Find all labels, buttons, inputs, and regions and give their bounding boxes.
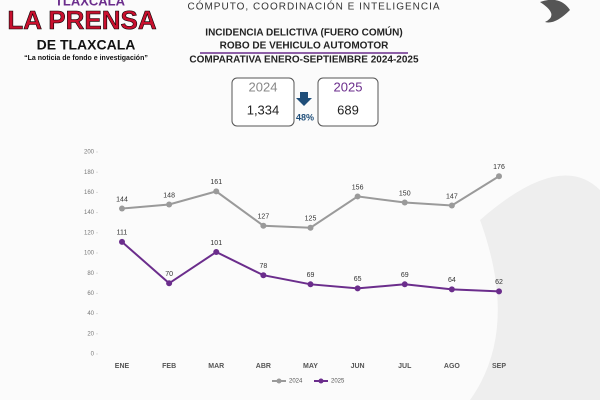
point — [401, 281, 408, 288]
summary-total: 1,334 — [247, 102, 280, 117]
x-tick-label: ABR — [256, 363, 271, 370]
x-tick-label: ENE — [115, 363, 130, 370]
data-label: 147 — [446, 193, 458, 200]
title-line: ROBO DE VEHICULO AUTOMOTOR — [220, 41, 389, 52]
point — [307, 224, 314, 231]
point — [213, 248, 220, 255]
point — [448, 202, 455, 209]
summary-year: 2025 — [334, 79, 363, 94]
change: 48% — [296, 112, 314, 122]
data-label: 144 — [116, 196, 128, 203]
x-tick-label: JUN — [351, 363, 365, 370]
data-label: 65 — [354, 276, 362, 283]
legend-swatch — [276, 378, 282, 384]
point — [401, 199, 408, 206]
data-label: 176 — [493, 164, 505, 171]
data-label: 127 — [258, 214, 270, 221]
summary-box — [231, 77, 295, 127]
x-tick-label: JUL — [398, 363, 412, 370]
brand-top: TLAXCALA — [55, 0, 126, 8]
x-tick-label: FEB — [162, 363, 176, 370]
x-tick-label: SEP — [492, 363, 506, 370]
y-tick-label: 160 — [84, 190, 95, 196]
x-tick-label: MAY — [303, 363, 318, 370]
point — [166, 201, 173, 208]
legend-label: 2024 — [289, 379, 303, 385]
y-tick-label: 60 — [87, 291, 94, 297]
y-tick-label: 20 — [87, 331, 94, 337]
summary-total: 689 — [337, 102, 359, 117]
data-label: 70 — [165, 271, 173, 278]
department: CÓMPUTO, COORDINACIÓN E INTELIGENCIA — [187, 0, 440, 13]
brand-sub: DE TLAXCALA — [37, 37, 136, 53]
x-tick-label: MAR — [208, 363, 224, 370]
point — [213, 188, 220, 195]
summary-year: 2024 — [249, 79, 278, 94]
data-label: 101 — [210, 240, 222, 247]
data-label: 78 — [259, 263, 267, 270]
data-label: 150 — [399, 190, 411, 197]
y-tick-label: 80 — [87, 271, 94, 277]
legend-swatch — [318, 378, 324, 384]
point — [307, 281, 314, 288]
point — [496, 173, 502, 180]
data-label: 69 — [401, 272, 409, 279]
y-tick-label: 180 — [84, 170, 95, 176]
point — [496, 288, 502, 295]
y-tick-label: 0 — [91, 352, 95, 358]
y-tick-label: 120 — [84, 230, 95, 236]
data-label: 125 — [305, 216, 317, 223]
watermark — [470, 175, 600, 400]
point — [260, 272, 267, 279]
brand: LA PRENSA — [7, 5, 156, 35]
y-tick-label: 40 — [87, 311, 94, 317]
data-label: 64 — [448, 277, 456, 284]
y-tick-label: 200 — [84, 150, 95, 156]
data-label: 148 — [163, 192, 175, 199]
down-arrow — [296, 92, 312, 106]
point — [354, 285, 361, 292]
point — [354, 193, 361, 200]
data-label: 62 — [495, 279, 503, 286]
summary-box — [317, 77, 379, 127]
data-label: 161 — [210, 179, 222, 186]
data-label: 111 — [117, 230, 128, 237]
point — [166, 280, 173, 287]
y-tick-label: 100 — [84, 251, 95, 257]
data-label: 69 — [307, 272, 315, 279]
plot: 0 20 40 60 80 100 120 140 160 180 200 ENE FEB MAR ABR M… — [84, 150, 506, 385]
logo — [540, 0, 570, 23]
x-tick-label: AGO — [444, 363, 461, 370]
title-line: INCIDENCIA DELICTIVA (FUERO COMÚN) — [205, 26, 402, 39]
legend-label: 2025 — [331, 379, 345, 385]
tagline: “La noticia de fondo e investigación” — [24, 55, 148, 62]
point — [119, 238, 125, 245]
data-label: 156 — [352, 184, 364, 191]
point — [119, 205, 125, 212]
title-line: COMPARATIVA ENERO-SEPTIEMBRE 2024-2025 — [189, 55, 419, 66]
y-tick-label: 140 — [84, 210, 95, 216]
point — [448, 286, 455, 293]
point — [260, 222, 267, 229]
